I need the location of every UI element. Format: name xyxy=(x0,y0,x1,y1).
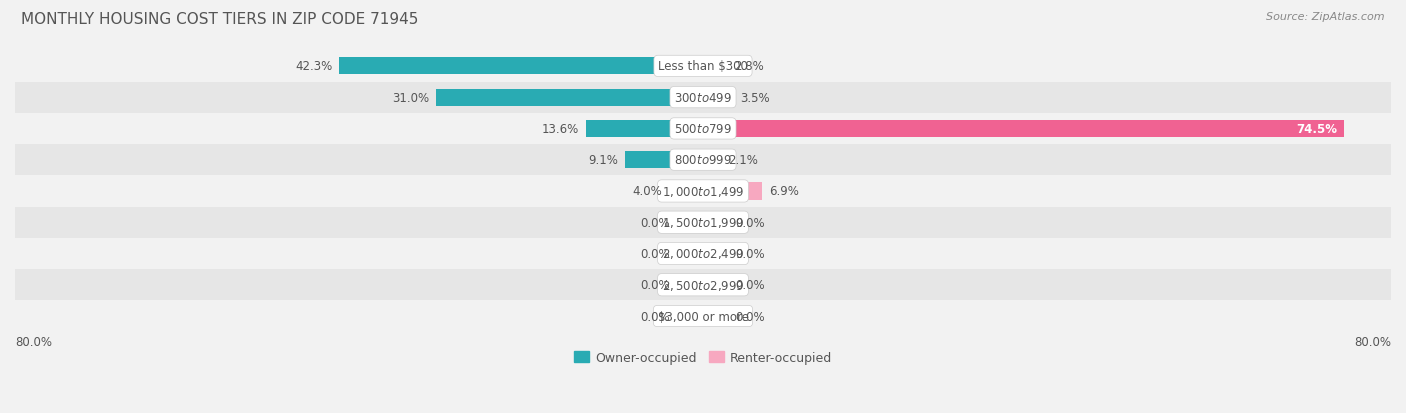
Text: 80.0%: 80.0% xyxy=(1354,335,1391,348)
Text: 80.0%: 80.0% xyxy=(15,335,52,348)
Text: $800 to $999: $800 to $999 xyxy=(673,154,733,167)
Bar xyxy=(15,82,1391,114)
Text: $2,000 to $2,499: $2,000 to $2,499 xyxy=(662,247,744,261)
Text: $1,500 to $1,999: $1,500 to $1,999 xyxy=(662,216,744,230)
Text: 2.1%: 2.1% xyxy=(728,154,758,167)
Bar xyxy=(678,276,703,294)
Text: 0.0%: 0.0% xyxy=(641,279,671,292)
Text: 0.0%: 0.0% xyxy=(641,247,671,260)
Text: 0.0%: 0.0% xyxy=(735,247,765,260)
Text: $1,000 to $1,499: $1,000 to $1,499 xyxy=(662,185,744,199)
Text: 4.0%: 4.0% xyxy=(631,185,662,198)
Text: Source: ZipAtlas.com: Source: ZipAtlas.com xyxy=(1267,12,1385,22)
Bar xyxy=(15,51,1391,82)
Bar xyxy=(678,214,703,231)
Text: MONTHLY HOUSING COST TIERS IN ZIP CODE 71945: MONTHLY HOUSING COST TIERS IN ZIP CODE 7… xyxy=(21,12,419,27)
Text: 0.0%: 0.0% xyxy=(735,279,765,292)
Bar xyxy=(15,176,1391,207)
Text: 3.5%: 3.5% xyxy=(740,91,769,104)
Bar xyxy=(436,89,703,107)
Bar xyxy=(703,183,762,200)
Text: $3,000 or more: $3,000 or more xyxy=(658,310,748,323)
Text: Less than $300: Less than $300 xyxy=(658,60,748,73)
Text: $2,500 to $2,999: $2,500 to $2,999 xyxy=(662,278,744,292)
Text: 74.5%: 74.5% xyxy=(1296,123,1337,135)
Bar xyxy=(15,114,1391,145)
Text: 31.0%: 31.0% xyxy=(392,91,429,104)
Text: 0.0%: 0.0% xyxy=(641,216,671,229)
Bar xyxy=(703,276,728,294)
Bar xyxy=(624,152,703,169)
Bar xyxy=(15,269,1391,301)
Bar xyxy=(15,207,1391,238)
Bar xyxy=(703,121,1344,138)
Text: 2.8%: 2.8% xyxy=(734,60,763,73)
Bar xyxy=(703,308,728,325)
Bar xyxy=(703,58,727,75)
Bar xyxy=(15,238,1391,269)
Bar xyxy=(678,308,703,325)
Bar xyxy=(703,89,733,107)
Bar xyxy=(678,245,703,262)
Bar xyxy=(339,58,703,75)
Text: 0.0%: 0.0% xyxy=(641,310,671,323)
Text: 42.3%: 42.3% xyxy=(295,60,332,73)
Text: 0.0%: 0.0% xyxy=(735,310,765,323)
Bar xyxy=(586,121,703,138)
Text: $300 to $499: $300 to $499 xyxy=(673,91,733,104)
Text: 0.0%: 0.0% xyxy=(735,216,765,229)
Text: 9.1%: 9.1% xyxy=(588,154,617,167)
Bar xyxy=(703,245,728,262)
Bar xyxy=(669,183,703,200)
Legend: Owner-occupied, Renter-occupied: Owner-occupied, Renter-occupied xyxy=(568,346,838,369)
Bar xyxy=(15,301,1391,332)
Text: $500 to $799: $500 to $799 xyxy=(673,123,733,135)
Bar xyxy=(15,145,1391,176)
Text: 13.6%: 13.6% xyxy=(541,123,579,135)
Text: 6.9%: 6.9% xyxy=(769,185,799,198)
Bar xyxy=(703,214,728,231)
Bar xyxy=(703,152,721,169)
